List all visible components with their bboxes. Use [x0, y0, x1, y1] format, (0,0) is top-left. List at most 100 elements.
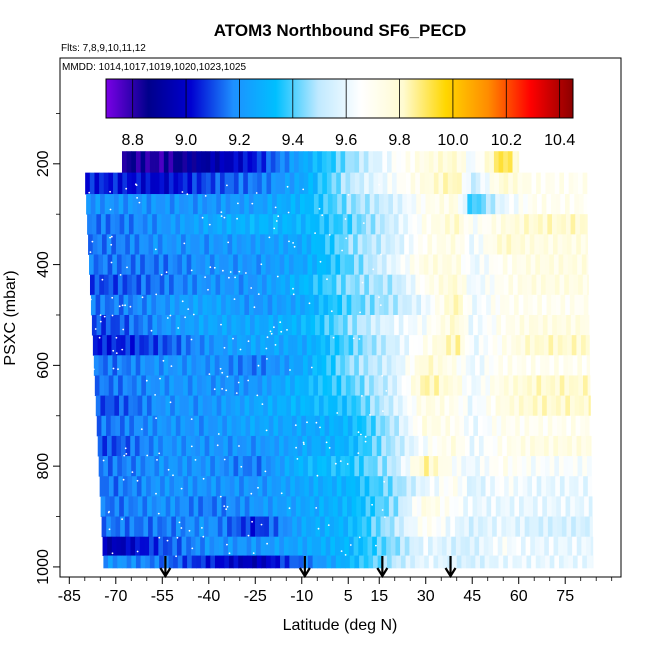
- sample-dot: [286, 329, 288, 331]
- heatmap-cell: [551, 395, 557, 417]
- heatmap-cell: [106, 234, 112, 255]
- heatmap-cell: [197, 476, 203, 497]
- sample-dot: [319, 426, 321, 429]
- heatmap-cell: [316, 536, 322, 556]
- heatmap-cell: [429, 476, 435, 497]
- heatmap-cell: [451, 536, 457, 556]
- heatmap-cell: [373, 476, 379, 497]
- heatmap-cell: [543, 234, 549, 255]
- heatmap-cell: [520, 234, 526, 255]
- heatmap-cell: [429, 172, 435, 195]
- heatmap-cell: [328, 214, 334, 235]
- heatmap-cell: [171, 335, 177, 356]
- sample-dot: [223, 216, 226, 219]
- heatmap-cell: [259, 516, 265, 538]
- heatmap-cell: [119, 214, 125, 235]
- heatmap-cell: [121, 151, 128, 174]
- heatmap-cell: [406, 476, 412, 497]
- heatmap-cell: [488, 254, 494, 276]
- sample-dot: [109, 208, 112, 211]
- heatmap-cell: [276, 294, 282, 316]
- heatmap-cell: [265, 536, 271, 556]
- sample-dot: [375, 544, 377, 547]
- heatmap-cell: [532, 476, 538, 497]
- heatmap-cell: [284, 456, 290, 477]
- heatmap-cell: [494, 274, 500, 296]
- heatmap-cell: [430, 194, 436, 215]
- sample-dot: [237, 202, 239, 205]
- heatmap-cell: [351, 294, 357, 316]
- heatmap-cell: [216, 395, 222, 417]
- heatmap-cell: [541, 476, 547, 497]
- heatmap-cell: [356, 496, 362, 517]
- heatmap-cell: [392, 375, 398, 397]
- heatmap-cell: [510, 214, 516, 235]
- heatmap-cell: [257, 274, 263, 296]
- heatmap-cell: [330, 536, 336, 556]
- heatmap-cell: [512, 456, 518, 477]
- heatmap-cell: [99, 476, 105, 497]
- heatmap-cell: [309, 194, 315, 215]
- heatmap-cell: [482, 314, 488, 336]
- heatmap-cell: [542, 496, 548, 517]
- heatmap-cell: [470, 555, 476, 569]
- heatmap-cell: [217, 314, 223, 336]
- heatmap-cell: [145, 274, 151, 296]
- heatmap-cell: [467, 395, 473, 417]
- heatmap-cell: [549, 355, 555, 376]
- sample-dot: [110, 243, 113, 246]
- heatmap-cell: [138, 214, 144, 235]
- heatmap-cell: [287, 314, 293, 336]
- sample-dot: [201, 527, 203, 529]
- heatmap-cell: [437, 435, 443, 457]
- heatmap-cell: [531, 375, 537, 397]
- sample-dot: [257, 364, 260, 367]
- heatmap-cell: [181, 435, 187, 457]
- heatmap-cell: [300, 214, 306, 235]
- heatmap-cell: [207, 294, 213, 316]
- heatmap-cell: [527, 274, 533, 296]
- heatmap-cell: [354, 355, 360, 376]
- heatmap-cell: [466, 151, 472, 174]
- heatmap-cell: [119, 496, 125, 517]
- sample-dot: [380, 253, 382, 256]
- sample-dot: [347, 193, 350, 196]
- heatmap-cell: [413, 335, 419, 356]
- heatmap-cell: [288, 435, 294, 457]
- heatmap-cell: [437, 254, 443, 276]
- heatmap-cell: [267, 194, 273, 215]
- heatmap-cell: [346, 395, 352, 417]
- heatmap-cell: [275, 274, 282, 296]
- heatmap-cell: [290, 194, 296, 215]
- heatmap-cell: [411, 194, 417, 215]
- heatmap-cell: [129, 314, 135, 336]
- heatmap-cell: [299, 172, 305, 195]
- sample-dot: [294, 424, 297, 427]
- sample-dot: [229, 271, 232, 273]
- heatmap-cell: [373, 151, 379, 174]
- heatmap-cell: [305, 214, 311, 235]
- heatmap-cell: [124, 214, 130, 235]
- heatmap-cell: [128, 294, 134, 316]
- heatmap-cell: [321, 536, 327, 556]
- heatmap-cell: [319, 415, 325, 437]
- heatmap-cell: [312, 254, 318, 276]
- heatmap-cell: [154, 456, 160, 477]
- heatmap-cell: [578, 274, 584, 296]
- heatmap-cell: [291, 496, 297, 517]
- heatmap-cell: [388, 395, 394, 417]
- heatmap-cell: [167, 335, 173, 356]
- heatmap-cell: [561, 214, 567, 235]
- heatmap-cell: [108, 476, 114, 497]
- heatmap-cell: [134, 516, 140, 538]
- heatmap-cell: [108, 555, 114, 569]
- heatmap-cell: [425, 395, 431, 417]
- heatmap-cell: [215, 172, 221, 195]
- heatmap-cell: [165, 294, 171, 316]
- heatmap-cell: [468, 415, 474, 437]
- heatmap-cell: [403, 214, 409, 235]
- heatmap-cell: [163, 456, 169, 477]
- heatmap-cell: [311, 536, 317, 556]
- heatmap-cell: [495, 395, 501, 417]
